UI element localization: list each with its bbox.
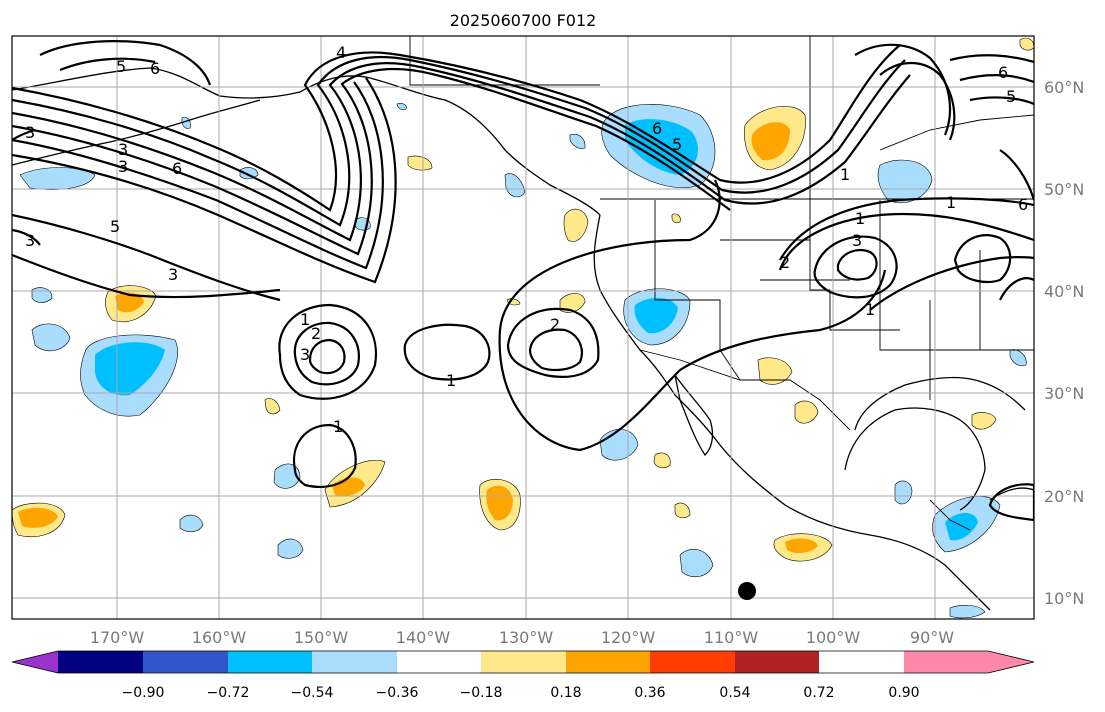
colorbar-tick-label: 0.54 [719,685,750,701]
contour-label: 5 [1006,87,1016,106]
contour-label: 5 [672,135,682,154]
colorbar-segment [143,651,228,673]
lon-label: 100°W [806,628,861,647]
longitude-labels: 170°W 160°W 150°W 140°W 130°W 120°W 110°… [90,628,954,647]
contour-label: 1 [333,417,343,436]
contour-label: 1 [855,209,865,228]
contour-label: 3 [118,157,128,176]
colorbar-tick-label: −0.18 [460,685,503,701]
lon-label: 170°W [90,628,145,647]
contour-label: 3 [852,231,862,250]
contour-label: 3 [300,345,310,364]
colorbar-segment [312,651,397,673]
contour-label: 6 [652,119,662,138]
contour-label: 5 [110,217,120,236]
colorbar-segment [228,651,312,673]
colorbar-segment [481,651,566,673]
lat-label: 20°N [1044,487,1084,506]
colorbar-extend-low [12,651,58,673]
contour-label: 3 [25,231,35,250]
lat-label: 30°N [1044,384,1084,403]
colorbar-outline [11,650,1035,674]
colorbar-segment [397,651,481,673]
positive-anomaly-shading [12,37,1034,562]
colorbar-extend-high [988,651,1034,673]
contour-label: 6 [998,63,1008,82]
contour-label: 1 [446,371,456,390]
contour-label-group: 1 1 1 1 1 1 1 2 2 2 3 3 3 3 3 3 3 4 5 5 … [25,43,1028,436]
lat-label: 10°N [1044,589,1084,608]
map-title: 2025060700 F012 [450,11,597,30]
lat-label: 60°N [1044,78,1084,97]
lon-label: 120°W [601,628,656,647]
colorbar-tick-label: −0.90 [122,685,165,701]
colorbar-tick-label: −0.36 [376,685,419,701]
colorbar-tick-label: 0.36 [634,685,665,701]
contour-label: 2 [311,324,321,343]
latitude-labels: 60°N 50°N 40°N 30°N 20°N 10°N [1044,78,1084,608]
colorbar-tick-label: 0.18 [550,685,581,701]
lat-label: 50°N [1044,180,1084,199]
map-background [12,36,1034,619]
contour-label: 4 [336,43,346,62]
colorbar-segment [904,651,988,673]
contour-label: 3 [25,123,35,142]
lon-label: 150°W [294,628,349,647]
colorbar-segment [735,651,819,673]
colorbar-tick-label: 0.90 [888,685,919,701]
lon-label: 130°W [499,628,554,647]
contour-label: 6 [1018,195,1028,214]
gridlines [12,36,1034,619]
contour-label: 3 [168,265,178,284]
contour-label: 1 [946,193,956,212]
contour-label: 6 [172,159,182,178]
colorbar-tick-labels: −0.90 −0.72 −0.54 −0.36 −0.18 0.18 0.36 … [122,685,920,701]
map-frame [11,35,1035,620]
contour-label: 1 [300,310,310,329]
contour-label: 2 [780,253,790,272]
colorbar-segment [58,651,143,673]
lon-label: 110°W [704,628,759,647]
colorbar-tick-label: −0.72 [207,685,250,701]
contour-label: 1 [865,300,875,319]
contour-label: 3 [118,140,128,159]
contour-label: 6 [150,59,160,78]
colorbar-tick-label: 0.72 [803,685,834,701]
contour-label: 5 [116,57,126,76]
contour-label: 2 [550,315,560,334]
lat-label: 40°N [1044,282,1084,301]
colorbar: −0.90 −0.72 −0.54 −0.36 −0.18 0.18 0.36 … [11,650,1035,701]
colorbar-segment [566,651,650,673]
lon-label: 140°W [396,628,451,647]
lon-label: 90°W [910,628,954,647]
location-marker-dot [738,582,756,600]
contour-label: 1 [840,165,850,184]
contour-lines [12,40,1034,522]
lon-label: 160°W [192,628,247,647]
colorbar-segment [650,651,735,673]
colorbar-tick-label: −0.54 [291,685,334,701]
